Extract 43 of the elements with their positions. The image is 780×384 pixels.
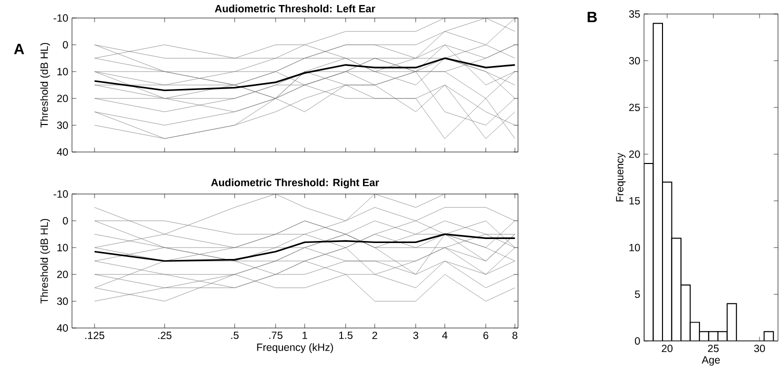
x-tick-label: 1.5: [339, 332, 353, 339]
x-tick-label: 8: [512, 332, 518, 340]
x-axis-title: Age: [702, 356, 720, 366]
x-tick-label: 25: [708, 344, 719, 352]
y-tick-label: 30: [57, 122, 68, 129]
y-tick-label: 0: [62, 217, 68, 225]
x-tick-label: 20: [662, 344, 673, 352]
y-tick-label: 0: [62, 41, 68, 49]
y-axis-title: Threshold (dB HL): [40, 218, 50, 304]
x-tick-label: .125: [85, 332, 104, 340]
y-tick-label: 0: [634, 337, 640, 345]
y-tick-label: 20: [57, 270, 68, 278]
x-tick-label: 6: [483, 332, 488, 340]
x-tick-label: .75: [269, 332, 282, 339]
y-tick-label: -10: [54, 14, 68, 22]
y-axis-title: Frequency: [616, 152, 626, 202]
x-tick-label: 1: [302, 332, 308, 339]
text: A: [14, 44, 24, 54]
y-tick-label: 30: [629, 57, 640, 64]
x-tick-label: .25: [158, 332, 172, 340]
x-tick-label: 3: [413, 332, 418, 340]
x-tick-label: 2: [372, 332, 378, 339]
y-tick-label: 20: [57, 94, 68, 102]
y-tick-label: 20: [629, 150, 640, 158]
x-tick-label: 4: [442, 332, 448, 339]
y-tick-label: 40: [56, 324, 68, 332]
y-tick-label: 10: [57, 244, 68, 252]
y-tick-label: 15: [629, 197, 640, 205]
x-tick-label: .5: [231, 332, 239, 339]
chart-title: Audiometric Threshold: Right Ear: [211, 178, 380, 188]
y-axis-title: Threshold (dB HL): [40, 42, 50, 128]
y-tick-label: 10: [57, 68, 68, 76]
y-tick-label: 25: [629, 104, 640, 112]
y-tick-label: 35: [629, 10, 640, 18]
x-axis-title: Frequency (kHz): [257, 343, 333, 354]
y-tick-label: 30: [57, 298, 68, 305]
y-tick-label: -10: [54, 190, 68, 198]
text: B: [588, 12, 597, 22]
chart-title: Audiometric Threshold: Left Ear: [214, 4, 376, 12]
y-tick-label: 40: [56, 148, 68, 156]
x-tick-label: 30: [754, 344, 765, 352]
y-tick-label: 5: [634, 290, 640, 298]
y-tick-label: 10: [629, 244, 640, 252]
